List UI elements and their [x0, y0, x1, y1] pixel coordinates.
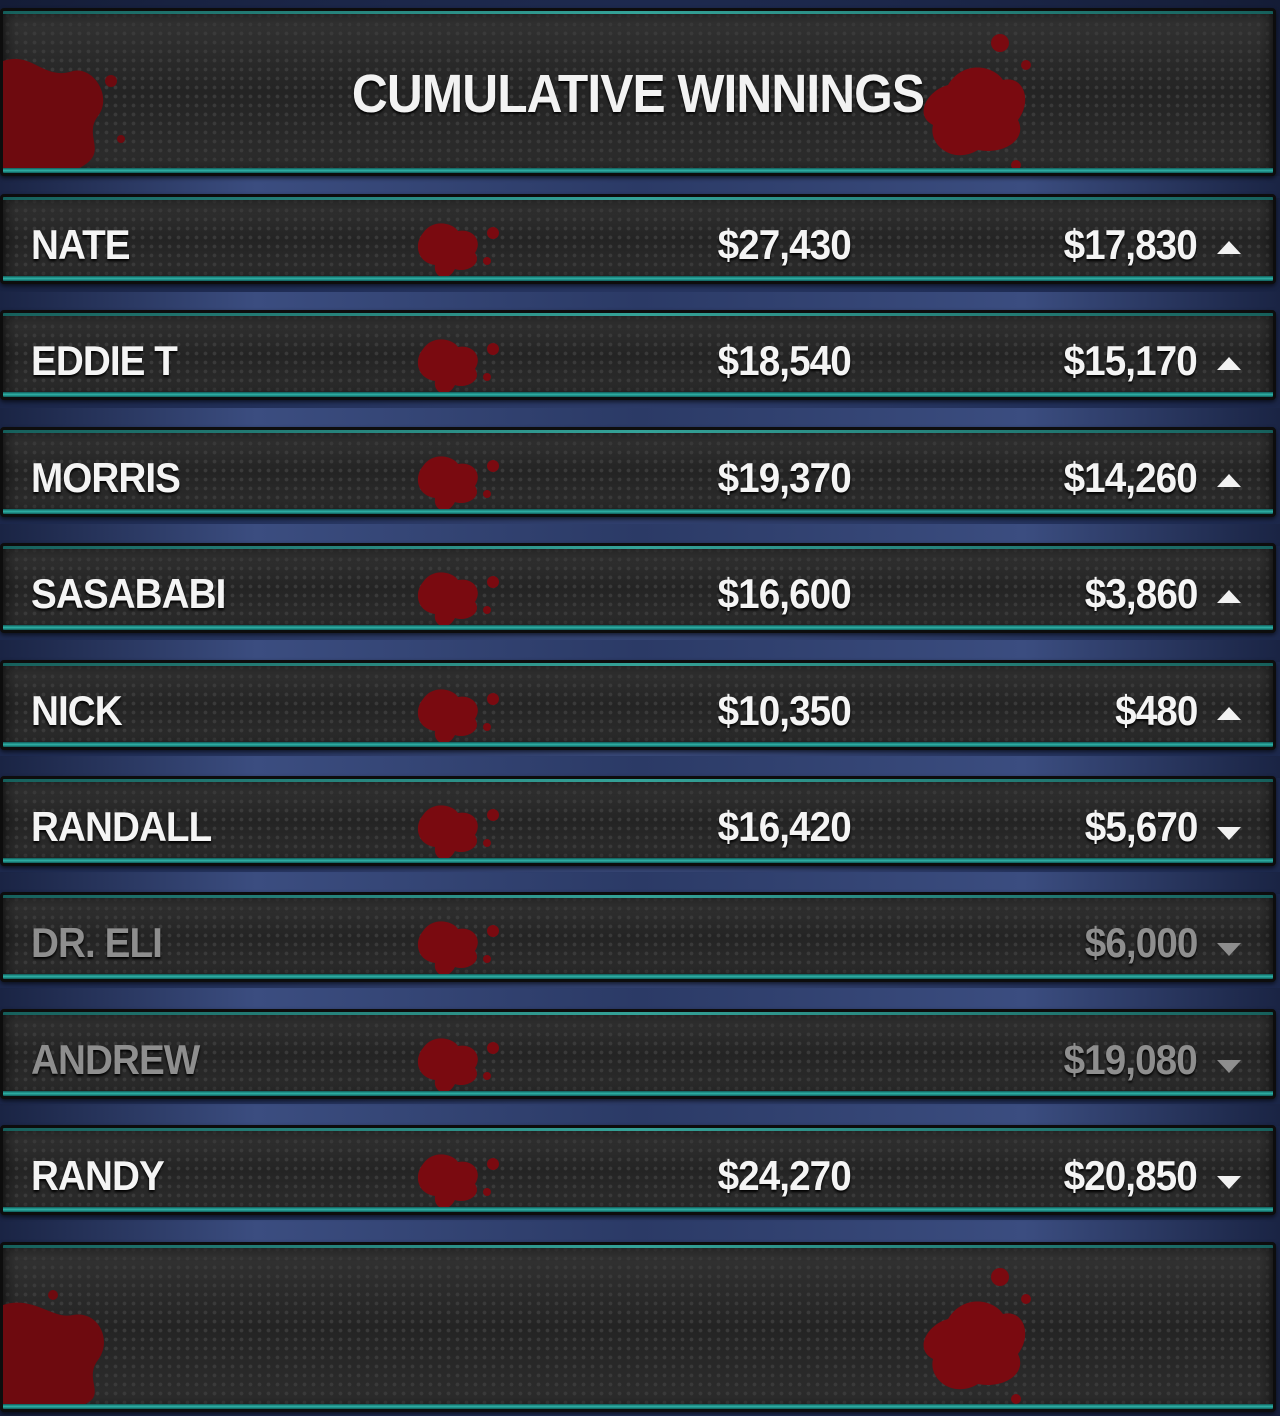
- background-strip: [0, 408, 1280, 430]
- blood-splatter-icon: [923, 1268, 1031, 1404]
- table-row: SASABABI $16,600 $3,860: [0, 543, 1276, 633]
- winnings-value: $24,270: [717, 1152, 852, 1199]
- up-arrow-icon: [1217, 241, 1241, 254]
- player-name: DR. ELI: [31, 919, 163, 966]
- player-name: EDDIE T: [31, 337, 178, 384]
- table-row: NATE $27,430 $17,830: [0, 194, 1276, 284]
- winnings-value: $10,350: [717, 687, 852, 734]
- table-row: MORRIS $19,370 $14,260: [0, 427, 1276, 517]
- background-strip: [0, 292, 1280, 314]
- net-value: $3,860: [1084, 570, 1198, 617]
- winnings-value: $16,420: [717, 803, 852, 850]
- page-title: CUMULATIVE WINNINGS: [351, 64, 925, 124]
- net-value: $19,080: [1063, 1036, 1198, 1083]
- up-arrow-icon: [1217, 357, 1241, 370]
- player-name: NATE: [31, 221, 131, 268]
- player-name: ANDREW: [31, 1036, 200, 1083]
- table-row: DR. ELI $6,000: [0, 892, 1276, 982]
- footer-panel: [0, 1242, 1276, 1412]
- blood-splatter-icon: [417, 456, 499, 511]
- down-arrow-icon: [1217, 1060, 1241, 1073]
- player-name: SASABABI: [31, 570, 226, 617]
- up-arrow-icon: [1217, 474, 1241, 487]
- table-row: NICK $10,350 $480: [0, 660, 1276, 750]
- blood-splatter-icon: [417, 689, 499, 744]
- header-panel: CUMULATIVE WINNINGS: [0, 8, 1276, 176]
- winnings-value: $27,430: [717, 221, 852, 268]
- blood-splatter-icon: [417, 805, 499, 860]
- net-value: $6,000: [1084, 919, 1198, 966]
- winnings-value: $18,540: [717, 337, 852, 384]
- table-row: EDDIE T $18,540 $15,170: [0, 310, 1276, 400]
- blood-splatter-icon: [3, 1290, 104, 1409]
- table-row: RANDALL $16,420 $5,670: [0, 776, 1276, 866]
- player-name: RANDALL: [31, 803, 212, 850]
- background-strip: [0, 1220, 1280, 1242]
- down-arrow-icon: [1217, 1176, 1241, 1189]
- blood-splatter-icon: [417, 921, 499, 976]
- player-name: MORRIS: [31, 454, 181, 501]
- net-value: $14,260: [1063, 454, 1198, 501]
- table-row: ANDREW $19,080: [0, 1009, 1276, 1099]
- background-strip: [0, 1104, 1280, 1126]
- blood-splatter-icon: [417, 1038, 499, 1093]
- background-strip: [0, 988, 1280, 1010]
- blood-splatter-icon: [417, 223, 499, 278]
- up-arrow-icon: [1217, 707, 1241, 720]
- net-value: $15,170: [1063, 337, 1198, 384]
- blood-splatter-icon: [417, 1154, 499, 1209]
- up-arrow-icon: [1217, 590, 1241, 603]
- background-strip: [0, 524, 1280, 546]
- winnings-value: $16,600: [717, 570, 852, 617]
- player-name: RANDY: [31, 1152, 165, 1199]
- background-strip: [0, 640, 1280, 662]
- player-name: NICK: [31, 687, 123, 734]
- down-arrow-icon: [1217, 827, 1241, 840]
- blood-splatter-icon: [417, 339, 499, 394]
- winnings-value: $19,370: [717, 454, 852, 501]
- table-row: RANDY $24,270 $20,850: [0, 1125, 1276, 1215]
- net-value: $480: [1114, 687, 1198, 734]
- net-value: $5,670: [1084, 803, 1198, 850]
- net-value: $20,850: [1063, 1152, 1198, 1199]
- blood-splatter-icon: [417, 572, 499, 627]
- net-value: $17,830: [1063, 221, 1198, 268]
- background-strip: [0, 176, 1280, 198]
- background-strip: [0, 872, 1280, 894]
- down-arrow-icon: [1217, 943, 1241, 956]
- background-strip: [0, 756, 1280, 778]
